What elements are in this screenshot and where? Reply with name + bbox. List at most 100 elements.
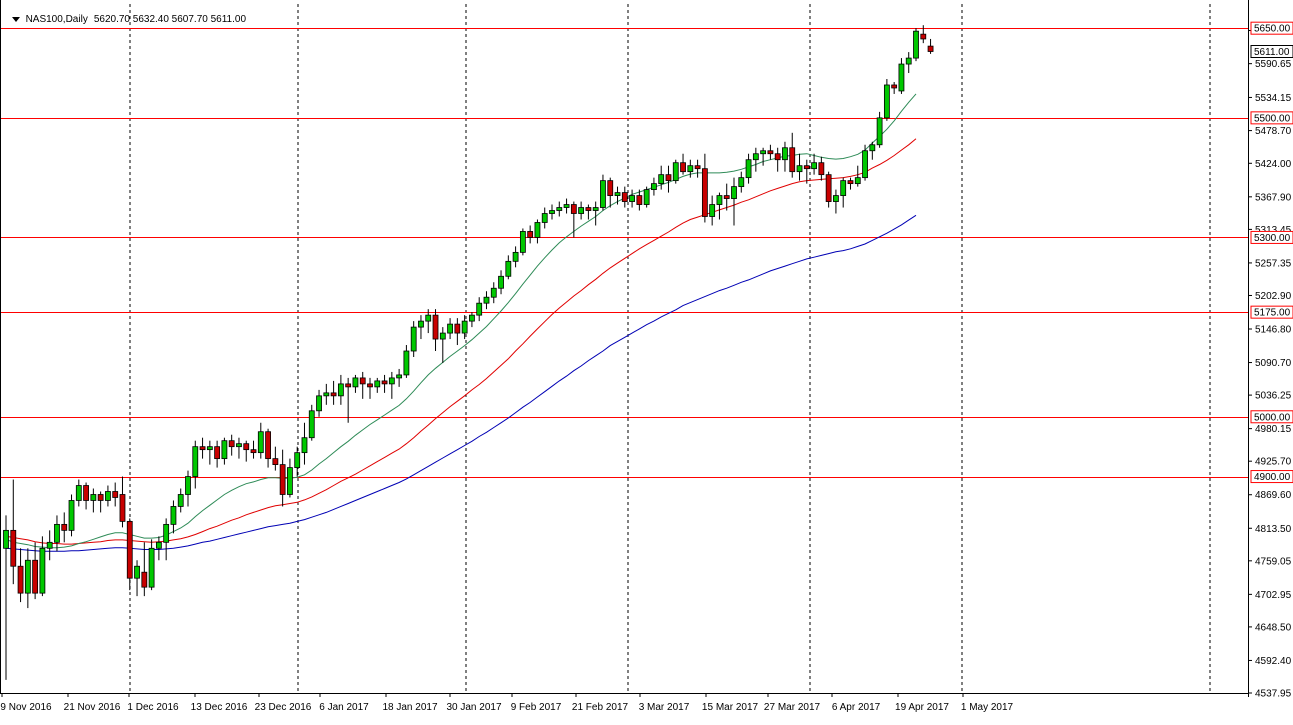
candle — [891, 81, 898, 94]
candle-body-bull — [221, 440, 228, 460]
x-tick-label: 1 Dec 2016 — [127, 702, 179, 713]
candle-body-bear — [279, 464, 286, 495]
y-tick-label: 4869.60 — [1255, 490, 1292, 501]
candle-body-bull — [257, 431, 264, 454]
candle-body-bear — [454, 323, 461, 334]
candle — [701, 153, 708, 223]
grid-layer — [129, 4, 1211, 693]
candle-body-bull — [687, 165, 694, 173]
price-level-tag-box — [1250, 230, 1293, 244]
candle — [308, 404, 315, 441]
candle — [818, 156, 825, 181]
candle — [432, 309, 439, 352]
candle-body-bull — [461, 320, 468, 334]
candle — [61, 512, 68, 543]
candle — [68, 494, 75, 537]
x-tick-label: 18 Jan 2017 — [382, 702, 437, 713]
candle-body-bear — [920, 33, 927, 40]
candle-body-bear — [665, 174, 672, 182]
candle-body-bull — [396, 374, 403, 379]
candle — [760, 147, 767, 166]
candle — [672, 159, 679, 184]
candle-body-bear — [272, 458, 279, 465]
candle — [119, 476, 126, 528]
candle — [316, 389, 322, 417]
moving-average-layer — [5, 93, 917, 552]
candle-body-bull — [185, 476, 191, 495]
candle — [359, 371, 366, 399]
candle-body-bull — [337, 383, 344, 397]
x-tick-label: 15 Mar 2017 — [702, 702, 759, 713]
candle — [716, 192, 723, 220]
candle-body-bull — [629, 195, 635, 202]
candle-body-bear — [607, 180, 614, 196]
candle — [570, 201, 577, 238]
candle — [10, 479, 17, 585]
candle-body-bear — [214, 446, 221, 460]
candle — [294, 446, 301, 477]
candle-body-bear — [228, 440, 235, 448]
candle-body-bear — [774, 153, 781, 161]
candle-body-bull — [483, 296, 490, 304]
candle-body-bear — [891, 84, 898, 89]
candle-body-bull — [68, 500, 75, 531]
x-tick-label: 9 Nov 2016 — [0, 702, 52, 713]
price-level-tag-label: 5650.00 — [1254, 24, 1291, 35]
candle-body-bull — [833, 195, 839, 202]
candle-body-bull — [323, 392, 330, 397]
candle — [927, 38, 934, 54]
candle-body-bear — [265, 431, 271, 460]
candle-body-bull — [476, 302, 483, 316]
candle-body-bear — [825, 174, 832, 202]
candle-body-bull — [3, 529, 9, 549]
y-tick-label: 5424.00 — [1255, 159, 1292, 170]
moving-average-slow — [5, 214, 917, 552]
candle-body-bull — [592, 207, 599, 211]
candle-body-bull — [614, 192, 621, 196]
candle-body-bull — [651, 183, 657, 190]
candle-body-bull — [308, 410, 315, 439]
candle-body-bull — [672, 162, 679, 182]
y-tick-label: 4759.05 — [1255, 556, 1292, 567]
candle-body-bull — [854, 177, 861, 185]
candle — [803, 159, 810, 184]
candle — [789, 132, 796, 178]
candle — [651, 177, 657, 196]
y-tick-label: 4980.15 — [1255, 424, 1292, 435]
candle-body-bull — [760, 150, 767, 155]
candle — [687, 159, 694, 178]
candle — [607, 177, 614, 208]
candle-body-bull — [90, 494, 97, 501]
candle — [97, 491, 104, 513]
candle-body-bull — [549, 210, 555, 214]
candle — [257, 422, 264, 459]
candle — [519, 228, 526, 256]
candle — [898, 58, 905, 94]
candle-body-bull — [148, 547, 155, 588]
candle-body-bull — [439, 332, 446, 340]
candle-body-bear — [636, 195, 643, 205]
candle-body-bull — [519, 231, 526, 253]
symbol-timeframe: NAS100,Daily — [25, 14, 88, 25]
dropdown-triangle-icon[interactable] — [11, 16, 20, 22]
candle — [214, 440, 221, 468]
candle — [374, 377, 381, 393]
candle — [112, 482, 119, 507]
price-level-tag-box — [1250, 410, 1293, 424]
candle — [643, 186, 650, 208]
price-level-tag: 5000.00 — [1250, 410, 1293, 424]
y-tick-label: 5146.80 — [1255, 325, 1292, 336]
candle-body-bull — [883, 84, 890, 119]
candle-body-bull — [490, 287, 497, 298]
candle-body-bull — [374, 380, 381, 388]
y-tick-label: 5313.45 — [1255, 225, 1292, 236]
candle-body-bull — [869, 144, 876, 152]
candle — [883, 79, 890, 121]
price-level-tag-label: 5500.00 — [1254, 113, 1291, 124]
candle — [90, 488, 97, 513]
candle-body-bear — [701, 168, 708, 217]
y-tick-label: 4592.40 — [1255, 656, 1292, 667]
candle — [388, 371, 395, 399]
